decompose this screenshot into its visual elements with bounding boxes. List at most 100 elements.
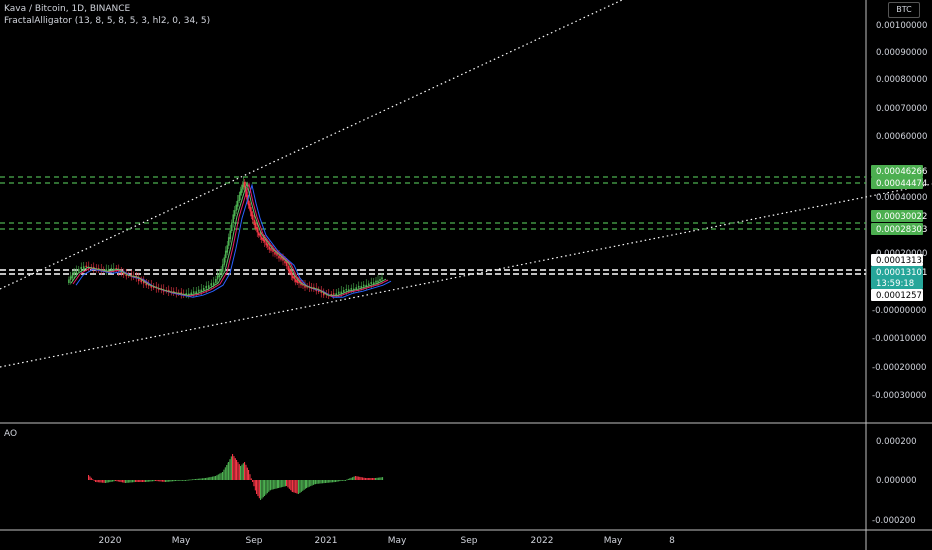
ao-bar — [179, 480, 181, 481]
ao-bar — [127, 480, 129, 483]
ao-bar — [283, 480, 285, 487]
trendline-upper[interactable] — [0, 0, 623, 290]
ao-bar — [254, 480, 256, 491]
ao-bar — [245, 464, 247, 480]
candle-body — [230, 222, 233, 231]
countdown-label: 13:59:18 — [876, 279, 914, 289]
candle-body — [130, 274, 133, 276]
ao-bar — [330, 480, 332, 483]
ao-bar — [319, 480, 321, 484]
ao-bar — [190, 479, 192, 481]
ao-bar — [165, 480, 167, 482]
ao-bar — [162, 480, 164, 482]
candle-body — [238, 195, 241, 201]
candle-body — [112, 268, 115, 271]
ao-bar — [143, 480, 145, 482]
ao-bar — [149, 480, 151, 482]
ao-bar — [325, 480, 327, 483]
price-tick: -0.00030000 — [872, 391, 926, 401]
ao-bar — [307, 480, 309, 488]
candle-body — [185, 293, 188, 295]
candle-body — [205, 285, 208, 289]
ao-bar — [137, 480, 139, 482]
candle-body — [377, 280, 379, 283]
ao-bar — [310, 480, 312, 487]
ao-bar — [176, 480, 178, 481]
ao-bar — [248, 470, 250, 480]
ao-bar — [298, 480, 300, 494]
ao-bar — [343, 480, 345, 481]
candle-body — [375, 280, 377, 283]
ao-bar — [217, 474, 219, 480]
candle-body — [355, 287, 358, 289]
ao-bar — [150, 480, 152, 482]
ao-bar — [92, 479, 94, 480]
ao-bar — [133, 480, 135, 483]
ao-bar — [242, 463, 244, 480]
time-axis[interactable]: 2020 May Sep 2021 May Sep 2022 May 8 — [99, 536, 676, 546]
candle-body — [92, 266, 95, 269]
level-lines[interactable] — [0, 176, 866, 275]
price-tick: -0.00010000 — [872, 334, 926, 344]
ao-bar — [192, 479, 194, 481]
candle-body — [347, 289, 350, 291]
candle-body — [190, 292, 193, 294]
ao-bar — [187, 479, 189, 481]
ao-bar — [156, 480, 158, 482]
ao-bar — [357, 476, 359, 480]
candle-body — [352, 288, 355, 291]
ao-bar — [189, 479, 191, 481]
candle-body — [247, 200, 250, 206]
ao-bar — [345, 480, 347, 481]
candle-body — [240, 188, 243, 194]
candle-body — [249, 206, 252, 212]
candle-body — [288, 268, 291, 273]
indicator-legend[interactable]: FractalAlligator (13, 8, 5, 8, 5, 3, hl2… — [4, 16, 211, 26]
ao-bar — [229, 459, 231, 480]
ao-axis[interactable]: 0.000200 0.000000 -0.000200 — [872, 437, 917, 526]
candle-body — [197, 289, 200, 292]
candle-body — [280, 256, 282, 260]
candle-body — [229, 230, 232, 240]
ao-bar — [185, 480, 187, 481]
candle-body — [110, 268, 113, 270]
price-tick: 0.00060000 — [876, 132, 927, 142]
ao-bar — [370, 478, 372, 480]
candle-body — [322, 292, 325, 296]
ao-bar — [346, 479, 348, 481]
ao-bar — [246, 467, 248, 480]
ao-bar — [152, 480, 154, 482]
candle-body — [187, 293, 190, 296]
candle-body — [256, 227, 259, 233]
ao-tick: 0.000200 — [876, 437, 917, 447]
time-label: May — [388, 536, 407, 546]
ao-bar — [256, 480, 258, 494]
price-axis[interactable]: 0.00100000 0.00090000 0.00080000 0.00070… — [872, 21, 927, 401]
ao-bar — [333, 480, 335, 483]
time-label: 8 — [669, 536, 675, 546]
ao-bar — [90, 477, 92, 480]
ao-legend[interactable]: AO — [4, 429, 18, 439]
candle-body — [370, 282, 373, 284]
price-series — [68, 177, 392, 299]
ao-bar — [367, 478, 369, 480]
symbol-title[interactable]: Kava / Bitcoin, 1D, BINANCE — [4, 4, 131, 14]
ao-bar — [327, 480, 329, 483]
ao-bar — [261, 480, 263, 499]
trendline-lower[interactable] — [0, 183, 932, 368]
ao-bar — [244, 462, 246, 480]
ao-bar — [241, 464, 243, 480]
candle-body — [251, 214, 254, 220]
candle-body — [285, 261, 288, 266]
ao-bar — [215, 476, 217, 480]
ao-bar — [163, 480, 165, 482]
ao-bar — [177, 480, 179, 481]
ao-bar — [362, 477, 364, 480]
level-label: 0.00028303 — [876, 225, 927, 235]
ao-bar — [109, 480, 111, 483]
currency-badge[interactable]: BTC — [888, 2, 920, 18]
ao-bar — [382, 477, 384, 480]
level-label-box — [871, 210, 923, 222]
candle-body — [330, 294, 333, 295]
